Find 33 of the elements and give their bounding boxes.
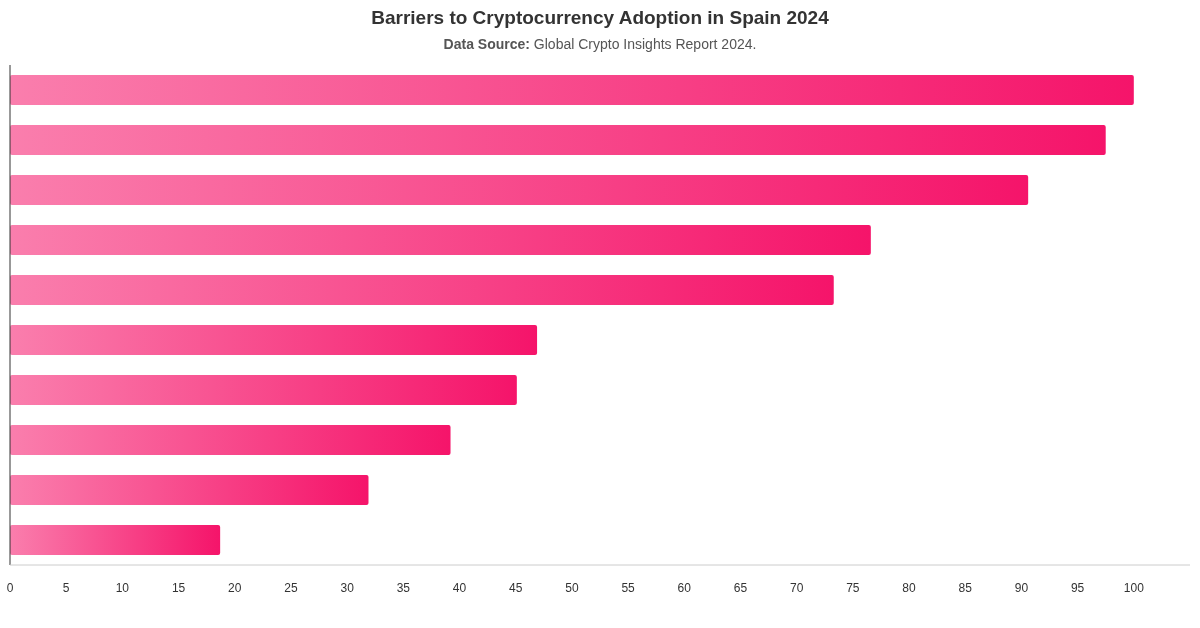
x-tick-label: 25 xyxy=(284,581,298,595)
x-tick-label: 45 xyxy=(509,581,523,595)
bar xyxy=(10,325,538,355)
x-tick-label: 0 xyxy=(6,581,14,595)
x-tick-label: 65 xyxy=(733,581,748,595)
chart-title: Barriers to Cryptocurrency Adoption in Spain 2024 xyxy=(371,7,830,28)
x-tick-label: 10 xyxy=(115,581,130,595)
x-tick-label: 55 xyxy=(621,581,636,595)
chart-subtitle: Data Source: Global Crypto Insights Report 2024. xyxy=(443,36,757,52)
x-tick-label: 35 xyxy=(396,581,411,595)
bar xyxy=(10,125,1106,155)
x-tick-label: 15 xyxy=(171,581,186,595)
x-tick-label: 20 xyxy=(228,581,242,595)
bar xyxy=(10,225,871,255)
x-tick-label: 50 xyxy=(565,581,579,595)
x-tick-label: 95 xyxy=(1070,581,1085,595)
x-tick-label: 40 xyxy=(452,581,467,595)
x-tick-label: 80 xyxy=(902,581,917,595)
bar xyxy=(10,275,834,305)
bar xyxy=(10,525,221,555)
x-tick-label: 5 xyxy=(62,581,70,595)
x-tick-label: 100 xyxy=(1123,581,1145,595)
x-tick-label: 90 xyxy=(1014,581,1029,595)
bar xyxy=(10,75,1134,105)
x-tick-label: 85 xyxy=(958,581,973,595)
bar xyxy=(10,475,369,505)
x-tick-label: 75 xyxy=(846,581,860,595)
bar xyxy=(10,175,1029,205)
bar xyxy=(10,425,451,455)
x-tick-label: 70 xyxy=(789,581,804,595)
bar xyxy=(10,375,517,405)
x-tick-label: 30 xyxy=(340,581,355,595)
x-tick-label: 60 xyxy=(677,581,692,595)
